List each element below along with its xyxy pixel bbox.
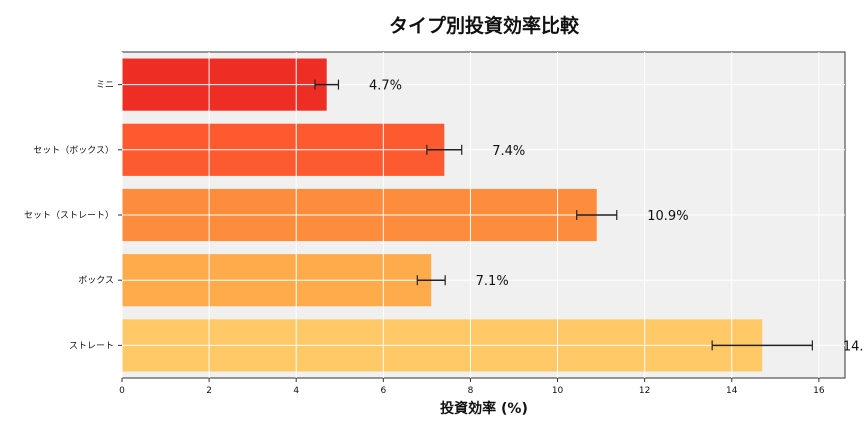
x-tick-label: 2	[206, 386, 212, 396]
x-tick-label: 6	[380, 386, 386, 396]
data-label: 7.1%	[476, 274, 509, 289]
y-tick-label: ボックス	[78, 275, 114, 286]
y-tick-label: セット（ボックス）	[33, 145, 114, 156]
x-axis-label: 投資効率 (%)	[440, 400, 528, 417]
x-tick-label: 8	[468, 386, 474, 396]
y-tick-label: ストレート	[69, 341, 114, 351]
data-label: 7.4%	[492, 144, 525, 159]
x-tick-label: 14	[726, 386, 738, 396]
data-label: 4.7%	[369, 79, 402, 94]
x-tick-label: 10	[552, 386, 564, 396]
y-tick-label: ミニ	[96, 81, 114, 91]
chart-title: タイプ別投資効率比較	[389, 14, 580, 37]
x-tick-label: 0	[119, 386, 125, 396]
data-label: 10.9%	[647, 209, 688, 224]
data-label: 14.7%	[843, 339, 864, 354]
x-tick-label: 16	[813, 386, 825, 396]
y-tick-label: セット（ストレート）	[24, 210, 114, 221]
x-tick-label: 4	[293, 386, 299, 396]
x-tick-label: 12	[639, 386, 650, 396]
